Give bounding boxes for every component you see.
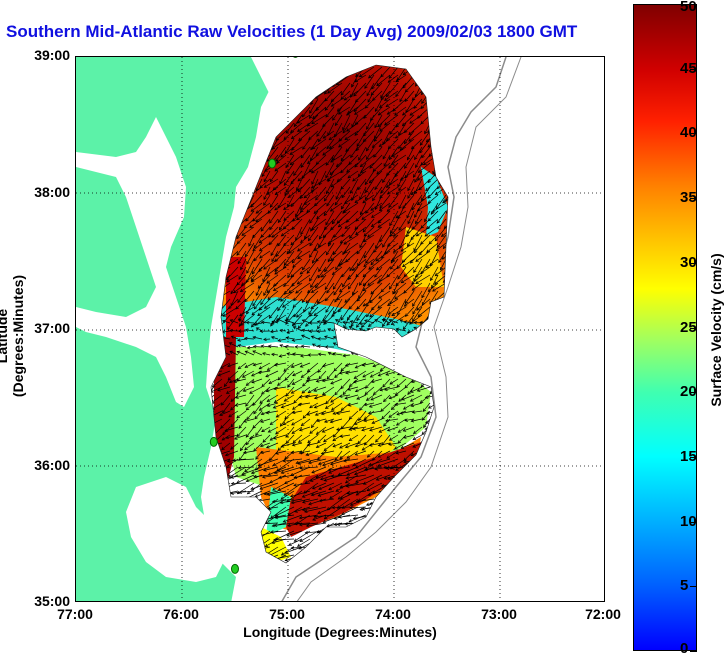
radar-station-marker — [231, 563, 239, 574]
y-tick-label: 38:00 — [34, 184, 70, 200]
colorbar-tick-label: 45 — [680, 59, 697, 77]
x-axis-label: Longitude (Degrees:Minutes) — [243, 624, 437, 640]
colorbar-tick-label: 50 — [680, 0, 697, 15]
delaware-bay — [251, 57, 298, 97]
radar-station-marker — [268, 158, 277, 169]
x-tick-label: 77:00 — [57, 606, 93, 622]
y-tick-label: 39:00 — [34, 47, 70, 63]
colorbar-tick — [690, 4, 697, 5]
colorbar-tick — [690, 456, 697, 458]
colorbar-tick — [690, 392, 697, 394]
radar-station-marker — [209, 436, 218, 447]
x-tick-label: 76:00 — [163, 606, 199, 622]
colorbar-tick-label: 0 — [680, 640, 689, 657]
map-title: Southern Mid-Atlantic Raw Velocities (1 … — [6, 22, 578, 41]
colorbar-tick — [690, 327, 697, 329]
hf-radar-stations — [209, 57, 298, 574]
colorbar-tick-label: 10 — [680, 512, 697, 530]
colorbar-tick-label: 15 — [680, 447, 697, 465]
colorbar-tick-label: 40 — [680, 124, 697, 142]
y-axis-label: Latitude (Degrees:Minutes) — [0, 274, 26, 398]
colorbar-tick — [690, 262, 697, 264]
colorbar-label: Surface Velocity (cm/s) — [708, 253, 724, 407]
colorbar-tick — [690, 198, 697, 200]
colorbar — [633, 4, 697, 651]
colorbar-tick — [690, 521, 697, 523]
colorbar-tick-label: 35 — [680, 189, 697, 207]
map-svg — [76, 57, 604, 601]
pamlico-sound — [126, 477, 226, 582]
x-tick-label: 72:00 — [585, 606, 621, 622]
x-tick-label: 75:00 — [269, 606, 305, 622]
x-tick-label: 74:00 — [375, 606, 411, 622]
colorbar-tick-label: 25 — [680, 318, 697, 336]
colorbar-tick-label: 20 — [680, 383, 697, 401]
map-plot-area — [75, 56, 605, 602]
colorbar-tick-label: 30 — [680, 253, 697, 271]
shelf-contour-2 — [296, 57, 522, 601]
colorbar-tick — [690, 586, 697, 588]
colorbar-tick-label: 5 — [680, 577, 689, 595]
y-tick-label: 37:00 — [34, 320, 70, 336]
colorbar-tick — [690, 133, 697, 135]
grid-lines — [76, 57, 604, 601]
colorbar-tick — [690, 68, 697, 70]
shelf-contour — [281, 57, 507, 601]
bay-water — [76, 117, 194, 407]
x-tick-label: 73:00 — [481, 606, 517, 622]
y-tick-label: 35:00 — [34, 593, 70, 609]
y-tick-label: 36:00 — [34, 457, 70, 473]
colorbar-tick — [690, 651, 697, 652]
